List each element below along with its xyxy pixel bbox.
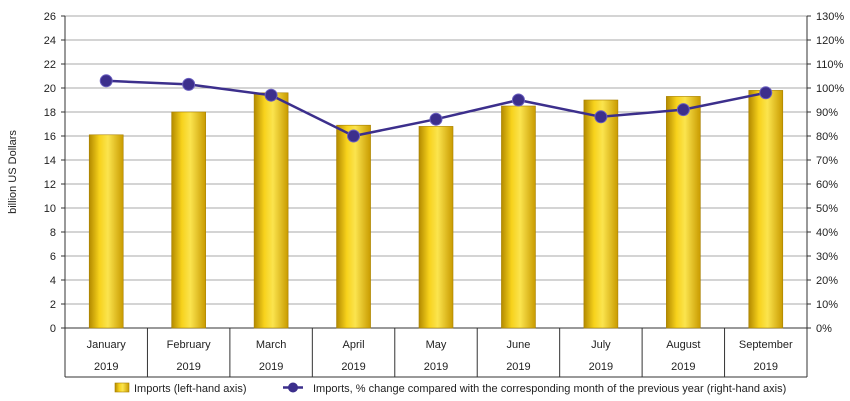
legend-bar-swatch <box>114 382 130 393</box>
y-tick-label: 4 <box>50 275 56 287</box>
line-point <box>99 74 113 88</box>
category-year-label: 2019 <box>94 361 118 373</box>
category-month-label: January <box>87 339 127 351</box>
y-tick-label: 10 <box>44 203 56 215</box>
y-tick-label: 14 <box>44 155 56 167</box>
y2-tick-label: 50% <box>816 203 838 215</box>
category-year-label: 2019 <box>341 361 365 373</box>
category-month-label: June <box>507 339 531 351</box>
y-tick-label: 20 <box>44 83 56 95</box>
bar <box>583 99 619 329</box>
bar <box>748 90 784 329</box>
bar <box>253 92 289 329</box>
line-point <box>594 110 608 124</box>
y-tick-label: 26 <box>44 11 56 23</box>
y-axis-label: billion US Dollars <box>7 130 19 214</box>
y2-tick-label: 30% <box>816 251 838 263</box>
category-year-label: 2019 <box>424 361 448 373</box>
line-point <box>347 129 361 143</box>
category-month-label: September <box>739 339 793 351</box>
bar <box>666 96 701 329</box>
y2-tick-label: 20% <box>816 275 838 287</box>
category-month-label: April <box>343 339 365 351</box>
y2-tick-label: 80% <box>816 131 838 143</box>
bar <box>88 134 124 329</box>
category-axis: January 2019 February 2019 March 2019 April 201… <box>64 328 808 378</box>
category-year-label: 2019 <box>176 361 200 373</box>
category-month-label: February <box>167 339 212 351</box>
line-point <box>511 93 525 107</box>
y-tick-label: 12 <box>44 179 56 191</box>
line-point <box>429 112 443 126</box>
line-point <box>676 103 690 117</box>
legend-bar-label: Imports (left-hand axis) <box>134 383 246 395</box>
category-year-label: 2019 <box>506 361 530 373</box>
y-tick-label: 6 <box>50 251 56 263</box>
bar <box>171 111 206 329</box>
legend: Imports (left-hand axis) Imports, % chan… <box>114 382 786 395</box>
y2-tick-label: 10% <box>816 299 838 311</box>
category-month-label: March <box>256 339 287 351</box>
category-year-label: 2019 <box>671 361 695 373</box>
bar <box>418 126 454 329</box>
category-year-label: 2019 <box>754 361 778 373</box>
line-point <box>759 86 773 100</box>
y-tick-label: 16 <box>44 131 56 143</box>
y-tick-label: 24 <box>44 35 56 47</box>
y2-tick-label: 100% <box>816 83 844 95</box>
line-series <box>99 74 773 143</box>
category-month-label: August <box>666 339 700 351</box>
y2-tick-label: 60% <box>816 179 838 191</box>
y-tick-label: 2 <box>50 299 56 311</box>
y2-tick-label: 40% <box>816 227 838 239</box>
y2-tick-label: 90% <box>816 107 838 119</box>
y2-tick-label: 0% <box>816 323 832 335</box>
legend-line-label: Imports, % change compared with the corr… <box>313 383 786 395</box>
category-year-label: 2019 <box>259 361 283 373</box>
category-month-label: July <box>591 339 611 351</box>
bar <box>336 124 371 329</box>
y-tick-label: 18 <box>44 107 56 119</box>
line-point <box>264 88 278 102</box>
y2-tick-label: 130% <box>816 11 844 23</box>
y-tick-label: 22 <box>44 59 56 71</box>
legend-line-marker <box>288 382 298 393</box>
bars <box>88 90 784 329</box>
y2-tick-label: 70% <box>816 155 838 167</box>
y2-tick-label: 110% <box>816 59 844 71</box>
y-tick-label: 0 <box>50 323 56 335</box>
line-point <box>182 77 196 91</box>
category-year-label: 2019 <box>589 361 613 373</box>
y-tick-label: 8 <box>50 227 56 239</box>
y2-tick-label: 120% <box>816 35 844 47</box>
bar <box>501 105 536 329</box>
category-month-label: May <box>426 339 447 351</box>
